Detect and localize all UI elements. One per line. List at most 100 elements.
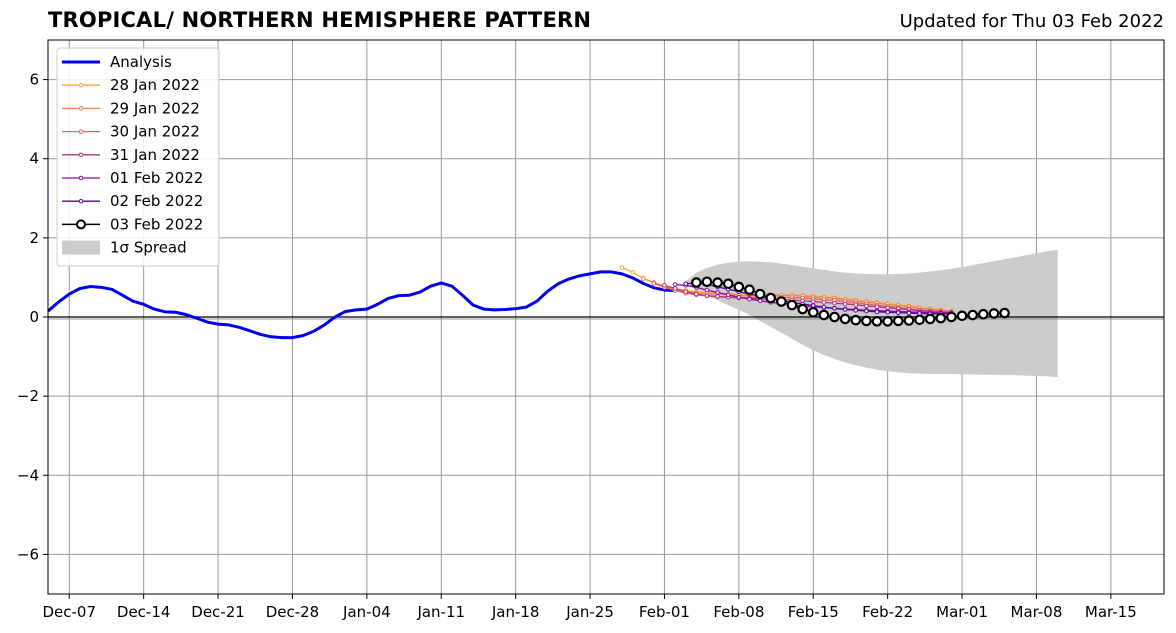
series-point [672, 282, 678, 287]
series-point [842, 301, 848, 307]
legend-box [56, 47, 220, 267]
series-point [885, 309, 890, 315]
series-point [662, 283, 667, 288]
legend-label: 1σ Spread [110, 239, 187, 257]
x-tick-label: Feb-08 [713, 603, 764, 621]
series-point [935, 312, 947, 324]
legend-marker [78, 106, 84, 111]
series-point [704, 287, 710, 293]
x-tick-label: Feb-22 [862, 603, 913, 621]
series-point [853, 302, 859, 308]
series-point [903, 315, 915, 326]
series-point [882, 316, 893, 327]
series-point [725, 292, 731, 298]
x-tick-label: Jan-25 [565, 603, 614, 621]
series-point [807, 306, 819, 318]
series-point [967, 309, 978, 321]
series-point [744, 284, 755, 295]
y-tick-label: 6 [29, 71, 39, 89]
series-point [832, 305, 837, 311]
series-point [999, 307, 1010, 319]
spread-band [685, 249, 1058, 378]
series-point [701, 276, 713, 288]
y-axis-ticks: −6 −4 −2 0 2 4 6 [17, 71, 48, 563]
series-point [874, 304, 880, 310]
y-tick-label: −4 [17, 466, 39, 484]
series-point [672, 286, 678, 291]
series-point [619, 265, 625, 270]
series-point [864, 308, 869, 314]
legend-marker [78, 198, 84, 204]
updated-date: Updated for Thu 03 Feb 2022 [899, 11, 1164, 32]
series-point [651, 281, 657, 286]
series-point [821, 300, 827, 305]
series-line-31-jan-2022 [664, 284, 952, 314]
series-point [691, 277, 702, 288]
x-tick-label: Mar-08 [1011, 603, 1063, 621]
series-point [853, 307, 859, 313]
series-point [895, 310, 901, 315]
legend: Analysis 28 Jan 2022 29 Jan 2022 30 Jan 202… [56, 47, 220, 267]
series-point [683, 289, 689, 294]
legend-label: Analysis [110, 53, 172, 71]
x-tick-label: Feb-01 [639, 603, 690, 621]
series-point [874, 309, 880, 315]
series-point [694, 291, 699, 297]
series-point [810, 303, 816, 308]
series-point [747, 296, 752, 302]
x-tick-label: Mar-15 [1085, 603, 1137, 621]
series-point [683, 281, 689, 287]
series-point [786, 299, 798, 311]
y-tick-label: 0 [29, 308, 39, 326]
legend-label: 03 Feb 2022 [110, 215, 203, 233]
x-tick-label: Dec-14 [117, 603, 171, 621]
x-tick-label: Jan-18 [491, 603, 540, 621]
legend-marker [76, 219, 86, 230]
legend-label: 29 Jan 2022 [110, 99, 200, 117]
spread-layer [685, 249, 1058, 378]
y-tick-label: −6 [17, 545, 39, 563]
series-point [754, 288, 766, 300]
chart-title: TROPICAL/ NORTHERN HEMISPHERE PATTERN [48, 8, 592, 32]
series-point [988, 308, 1000, 319]
series-point [712, 277, 723, 288]
legend-marker [78, 82, 84, 88]
series-point [776, 296, 787, 307]
series-point [864, 303, 869, 309]
series-point [842, 307, 848, 312]
series-point [850, 314, 862, 326]
series-point [906, 310, 912, 316]
series-point [871, 316, 883, 327]
series-point [914, 314, 925, 326]
series-point [704, 293, 710, 298]
x-tick-label: Jan-04 [342, 603, 391, 621]
x-tick-label: Mar-01 [936, 603, 988, 621]
legend-marker [78, 129, 84, 134]
y-tick-label: 2 [29, 229, 39, 247]
series-point [765, 292, 777, 304]
legend-label: 30 Jan 2022 [110, 123, 200, 141]
series-point [715, 290, 720, 295]
series-point [832, 300, 837, 306]
series-point [630, 269, 635, 275]
legend-swatch [62, 240, 100, 255]
series-point [640, 276, 646, 281]
x-tick-label: Dec-21 [191, 603, 245, 621]
series-point [892, 315, 904, 327]
series-point [861, 315, 872, 327]
x-tick-label: Jan-11 [416, 603, 465, 621]
legend-label: 01 Feb 2022 [110, 169, 203, 187]
legend-label: 31 Jan 2022 [110, 146, 200, 164]
x-tick-label: Dec-28 [266, 603, 320, 621]
series-point [810, 299, 816, 304]
series-line-analysis [47, 270, 676, 340]
series-lines [47, 265, 1010, 340]
series-point [956, 310, 968, 322]
zero-line-layer [48, 316, 1164, 320]
series-point [757, 298, 763, 304]
x-axis-ticks: Dec-07 Dec-14 Dec-21 Dec-28 Jan-04 Jan-11 Jan-… [42, 594, 1137, 621]
legend-marker [78, 175, 84, 181]
x-tick-label: Dec-07 [42, 603, 96, 621]
legend-label: 28 Jan 2022 [110, 76, 200, 94]
